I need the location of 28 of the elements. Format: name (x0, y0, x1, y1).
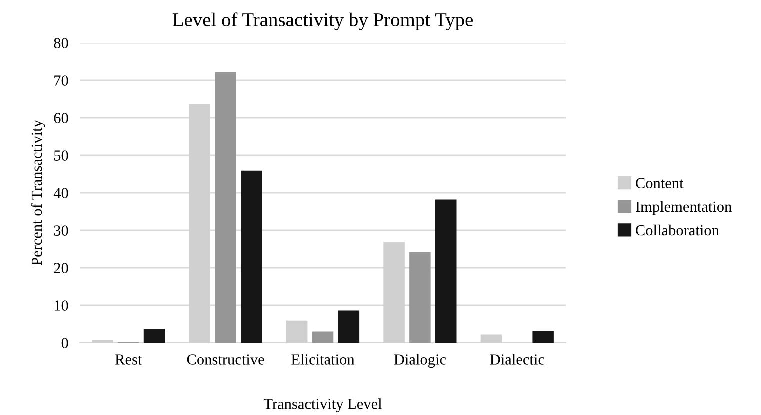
bar (338, 310, 360, 343)
y-tick-label: 20 (54, 263, 68, 274)
x-tick-label: Dialogic (394, 354, 446, 368)
legend-label: Collaboration (636, 224, 720, 236)
x-axis-title: Transactivity Level (264, 398, 382, 412)
y-tick-label: 80 (54, 38, 68, 48)
bar (312, 332, 334, 343)
y-tick-label: 30 (54, 226, 68, 236)
bar (241, 170, 262, 343)
bar (532, 331, 554, 343)
bar (435, 200, 457, 343)
legend-label: Content (636, 178, 684, 189)
y-tick-label: 40 (54, 188, 68, 198)
legend-label: Implementation (636, 201, 732, 216)
x-tick-label: Dialectic (490, 354, 544, 365)
x-tick-label: Elicitation (292, 354, 355, 365)
y-tick-label: 0 (62, 338, 68, 348)
bar (215, 72, 236, 343)
y-tick-label: 70 (54, 76, 68, 86)
y-tick-label: 10 (54, 300, 68, 311)
x-tick-label: Constructive (187, 354, 264, 365)
chart-title: Level of Transactivity by Prompt Type (172, 12, 473, 31)
x-tick-label: Rest (115, 354, 142, 365)
bar (144, 329, 166, 343)
y-tick-label: 50 (54, 150, 68, 161)
y-axis-title: Percent of Transactivity (31, 120, 46, 266)
y-tick-label: 60 (54, 113, 68, 124)
bar (410, 252, 431, 343)
